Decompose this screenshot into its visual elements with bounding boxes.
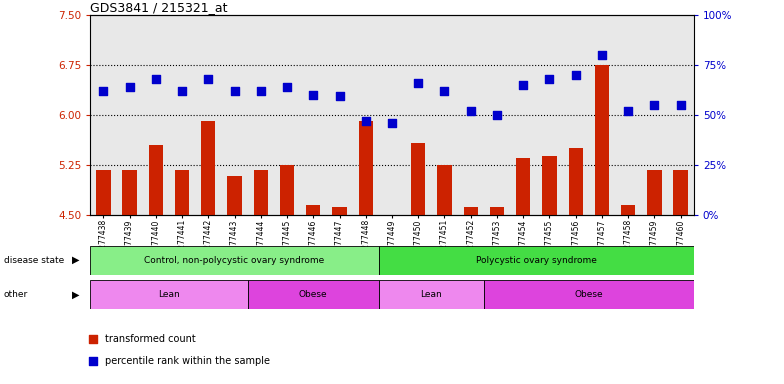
Bar [510, 15, 536, 215]
Point [87, 336, 100, 343]
Text: ▶: ▶ [72, 255, 80, 265]
Bar [306, 205, 321, 215]
Bar [221, 15, 248, 215]
Bar [463, 207, 478, 215]
Bar [621, 205, 636, 215]
Bar [169, 15, 195, 215]
Point [464, 108, 477, 114]
Bar [490, 207, 504, 215]
Text: transformed count: transformed count [105, 334, 196, 344]
Bar [431, 15, 458, 215]
Point [674, 102, 687, 108]
Bar [589, 15, 615, 215]
Point [333, 93, 346, 99]
Text: Lean: Lean [158, 290, 180, 299]
Point [569, 72, 582, 78]
Point [517, 82, 529, 88]
Bar [353, 15, 379, 215]
Bar [379, 15, 405, 215]
Point [543, 76, 556, 82]
Bar [143, 15, 169, 215]
Point [255, 88, 267, 94]
Bar [280, 165, 294, 215]
Bar [90, 15, 116, 215]
Bar [90, 280, 248, 309]
Point [386, 120, 398, 126]
Bar [405, 15, 431, 215]
Point [596, 52, 608, 58]
Bar [326, 15, 353, 215]
Bar [195, 15, 221, 215]
Bar [484, 15, 510, 215]
Bar [248, 15, 274, 215]
Bar [96, 170, 111, 215]
Point [228, 88, 241, 94]
Text: Polycystic ovary syndrome: Polycystic ovary syndrome [476, 256, 597, 265]
Text: disease state: disease state [4, 256, 64, 265]
Bar [175, 170, 189, 215]
Bar [595, 65, 609, 215]
Bar [358, 121, 373, 215]
Point [150, 76, 162, 82]
Text: Obese: Obese [575, 290, 603, 299]
Bar [437, 165, 452, 215]
Point [648, 102, 661, 108]
Bar [227, 176, 241, 215]
Text: ▶: ▶ [72, 290, 80, 300]
Bar [379, 280, 484, 309]
Bar [458, 15, 484, 215]
Point [123, 84, 136, 90]
Bar [274, 15, 300, 215]
Text: GDS3841 / 215321_at: GDS3841 / 215321_at [90, 1, 227, 14]
Bar [648, 170, 662, 215]
Point [438, 88, 451, 94]
Bar [201, 121, 216, 215]
Bar [568, 149, 583, 215]
Point [491, 112, 503, 118]
Point [281, 84, 293, 90]
Point [87, 358, 100, 364]
Text: Control, non-polycystic ovary syndrome: Control, non-polycystic ovary syndrome [144, 256, 325, 265]
Bar [379, 246, 694, 275]
Point [202, 76, 215, 82]
Text: Lean: Lean [420, 290, 442, 299]
Bar [484, 280, 694, 309]
Bar [332, 207, 347, 215]
Bar [543, 156, 557, 215]
Text: percentile rank within the sample: percentile rank within the sample [105, 356, 270, 366]
Point [97, 88, 110, 94]
Bar [300, 15, 326, 215]
Bar [90, 246, 379, 275]
Bar [563, 15, 589, 215]
Bar [122, 170, 136, 215]
Point [412, 80, 424, 86]
Bar [411, 143, 426, 215]
Bar [536, 15, 563, 215]
Bar [516, 159, 531, 215]
Bar [668, 15, 694, 215]
Text: Obese: Obese [299, 290, 328, 299]
Bar [253, 170, 268, 215]
Text: other: other [4, 290, 28, 299]
Bar [673, 170, 688, 215]
Point [622, 108, 634, 114]
Bar [248, 280, 379, 309]
Bar [641, 15, 668, 215]
Point [176, 88, 188, 94]
Point [307, 92, 320, 98]
Bar [148, 145, 163, 215]
Bar [615, 15, 641, 215]
Point [360, 118, 372, 124]
Bar [116, 15, 143, 215]
